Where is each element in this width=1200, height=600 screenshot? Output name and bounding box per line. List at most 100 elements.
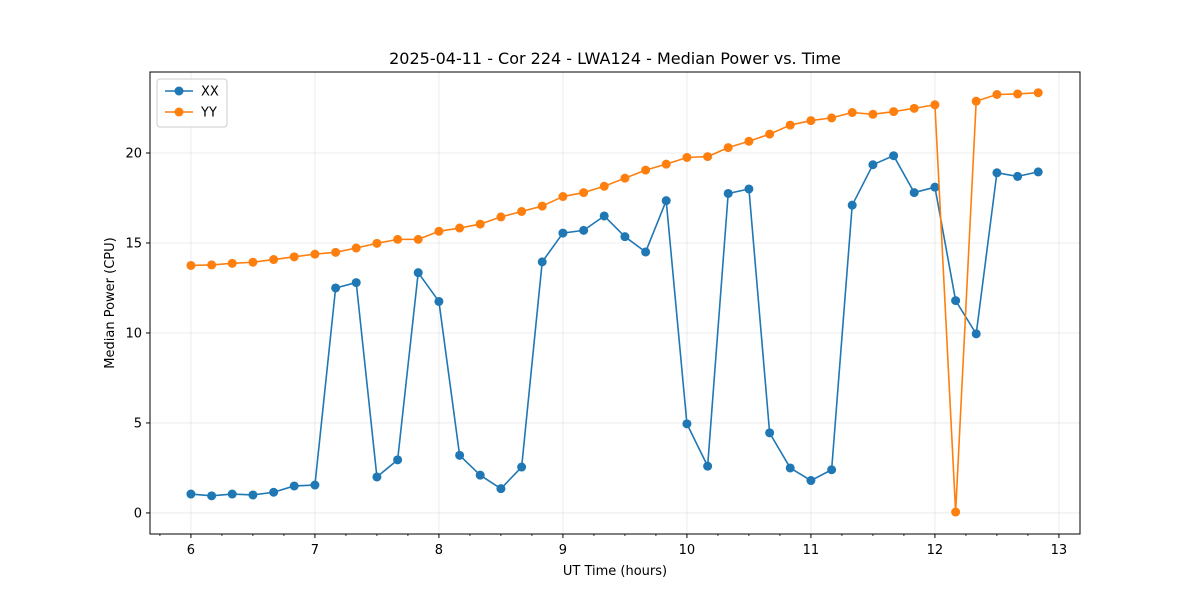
series-yy-point [393, 234, 403, 244]
series-layer [186, 88, 1043, 517]
series-xx-point [496, 484, 506, 494]
series-xx-line [190, 154, 1039, 497]
x-tick-label: 13 [1051, 543, 1068, 558]
x-tick-label: 12 [927, 543, 944, 558]
series-yy-point [1033, 88, 1043, 98]
y-tick-label: 0 [134, 506, 142, 521]
series-yy-point [331, 247, 341, 257]
series-yy-point [992, 89, 1002, 99]
series-xx-point [227, 489, 237, 499]
y-tick-label: 15 [125, 236, 142, 251]
series-yy-point [620, 173, 630, 183]
series-yy-point [682, 152, 692, 162]
legend: XX YY [156, 78, 228, 128]
series-xx-point [682, 419, 692, 429]
x-tick-label: 10 [679, 543, 696, 558]
legend-yy-label: YY [200, 106, 217, 121]
series-yy-point [434, 226, 444, 236]
series-yy-point [827, 113, 837, 123]
series-yy-point [579, 188, 589, 198]
series-xx-point [558, 228, 568, 238]
series-yy-point [868, 109, 878, 119]
series-xx-point [207, 491, 217, 501]
x-tick-label: 8 [435, 543, 443, 558]
series-xx-point [992, 168, 1002, 178]
series-xx-point [889, 151, 899, 161]
series-xx-point [372, 472, 382, 482]
x-axis-label: UT Time (hours) [563, 564, 667, 579]
series-xx-point [434, 296, 444, 306]
series-yy-point [372, 238, 382, 248]
series-yy-point [310, 249, 320, 259]
series-xx-point [909, 188, 919, 198]
series-yy-point [661, 159, 671, 169]
axes: 6 7 8 9 10 11 12 13 0 5 10 15 20 [125, 146, 1067, 558]
legend-xx-marker [174, 86, 184, 96]
series-xx-point [475, 470, 485, 480]
series-yy-point [351, 243, 361, 253]
legend-xx-label: XX [201, 85, 219, 100]
series-xx-point [269, 487, 279, 497]
series-xx-point [620, 232, 630, 242]
series-yy-point [537, 201, 547, 211]
series-xx-point [765, 428, 775, 438]
x-tick-label: 9 [559, 543, 567, 558]
series-xx-point [331, 283, 341, 293]
series-xx-point [1013, 171, 1023, 181]
y-tick-label: 20 [125, 146, 142, 161]
series-xx-point [723, 188, 733, 198]
series-xx-point [971, 329, 981, 339]
series-yy-point [703, 152, 713, 162]
series-yy-point [889, 107, 899, 117]
x-tick-label: 11 [803, 543, 820, 558]
series-xx-point [661, 196, 671, 206]
series-xx-point [641, 247, 651, 257]
series-yy-point [558, 192, 568, 202]
y-tick-label: 10 [125, 326, 142, 341]
x-tick-label: 7 [311, 543, 319, 558]
series-xx-point [393, 455, 403, 465]
series-yy-point [248, 257, 258, 267]
series-xx-point [703, 461, 713, 471]
series-yy-point [909, 103, 919, 113]
series-xx-point [744, 184, 754, 194]
legend-yy-marker [174, 107, 184, 117]
series-yy-point [475, 219, 485, 229]
series-yy-point [455, 223, 465, 233]
series-xx-point [186, 489, 196, 499]
series-xx-point [785, 463, 795, 473]
series-xx-point [248, 490, 258, 500]
series-xx-point [289, 481, 299, 491]
series-xx-point [806, 476, 816, 486]
series-xx-point [827, 465, 837, 475]
series-yy-point [971, 96, 981, 106]
series-xx-point [455, 450, 465, 460]
series-yy-point [269, 255, 279, 265]
series-yy-point [641, 165, 651, 175]
series-yy-point [227, 258, 237, 268]
series-yy-point [744, 136, 754, 146]
x-tick-label: 6 [187, 543, 195, 558]
series-xx-point [868, 160, 878, 170]
series-xx-point [310, 480, 320, 490]
series-yy-point [723, 143, 733, 153]
series-xx-point [413, 268, 423, 278]
series-xx-point [847, 200, 857, 210]
series-xx-point [351, 278, 361, 288]
series-xx-point [951, 296, 961, 306]
chart-title: 2025-04-11 - Cor 224 - LWA124 - Median P… [389, 49, 841, 68]
series-yy-point [186, 260, 196, 270]
series-yy-point [207, 260, 217, 270]
series-yy-point [847, 107, 857, 117]
series-yy-point [806, 116, 816, 126]
series-yy-point [289, 252, 299, 262]
series-xx-point [599, 211, 609, 221]
series-xx-point [1033, 167, 1043, 177]
series-yy-point [930, 100, 940, 110]
series-yy-point [599, 181, 609, 191]
plot-frame [149, 71, 1081, 535]
y-tick-label: 5 [134, 416, 142, 431]
series-yy-point [517, 206, 527, 216]
series-xx-point [579, 225, 589, 235]
